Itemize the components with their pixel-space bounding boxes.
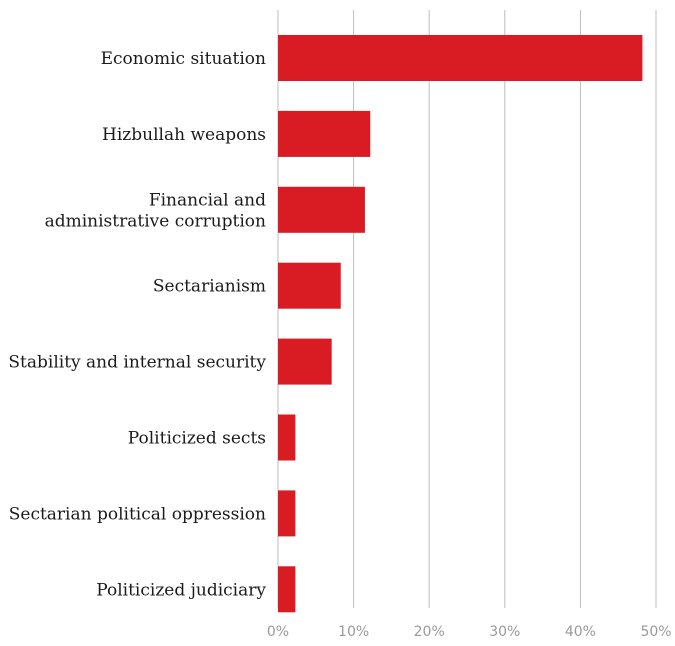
category-label-line: Hizbullah weapons xyxy=(102,125,266,145)
x-tick-label: 30% xyxy=(489,624,520,640)
category-label: Sectarian political oppression xyxy=(9,504,266,524)
x-tick-label: 0% xyxy=(267,624,289,640)
bar xyxy=(278,338,332,385)
category-label-line: Economic situation xyxy=(101,49,266,69)
category-label-line: administrative corruption xyxy=(45,211,266,231)
bar xyxy=(278,110,371,157)
bar xyxy=(278,35,643,81)
category-label: Sectarianism xyxy=(153,277,266,297)
bars xyxy=(278,35,643,613)
category-labels: Economic situation Hizbullah weapons Finan… xyxy=(8,49,266,600)
category-label: Stability and internal security xyxy=(8,353,266,373)
bar xyxy=(278,186,365,233)
x-tick-label: 40% xyxy=(565,624,596,640)
gridlines xyxy=(277,10,657,608)
category-label-line: Politicized judiciary xyxy=(96,580,266,600)
bar xyxy=(278,262,341,309)
category-label: Financial and administrative corruption xyxy=(45,190,267,231)
category-label: Economic situation xyxy=(101,49,266,69)
category-label: Politicized sects xyxy=(128,429,266,449)
category-label-line: Politicized sects xyxy=(128,429,266,449)
bar xyxy=(278,490,296,537)
category-label-line: Sectarianism xyxy=(153,277,266,297)
bar xyxy=(278,414,296,461)
x-axis-tick-labels: 0% 10% 20% 30% 40% 50% xyxy=(267,624,672,640)
category-label: Hizbullah weapons xyxy=(102,125,266,145)
category-label-line: Stability and internal security xyxy=(8,353,266,373)
x-tick-label: 20% xyxy=(414,624,445,640)
x-tick-label: 10% xyxy=(338,624,369,640)
category-label-line: Sectarian political oppression xyxy=(9,504,266,524)
bar xyxy=(278,566,296,613)
x-tick-label: 50% xyxy=(640,624,671,640)
category-label: Politicized judiciary xyxy=(96,580,266,600)
category-label-line: Financial and xyxy=(149,190,266,210)
